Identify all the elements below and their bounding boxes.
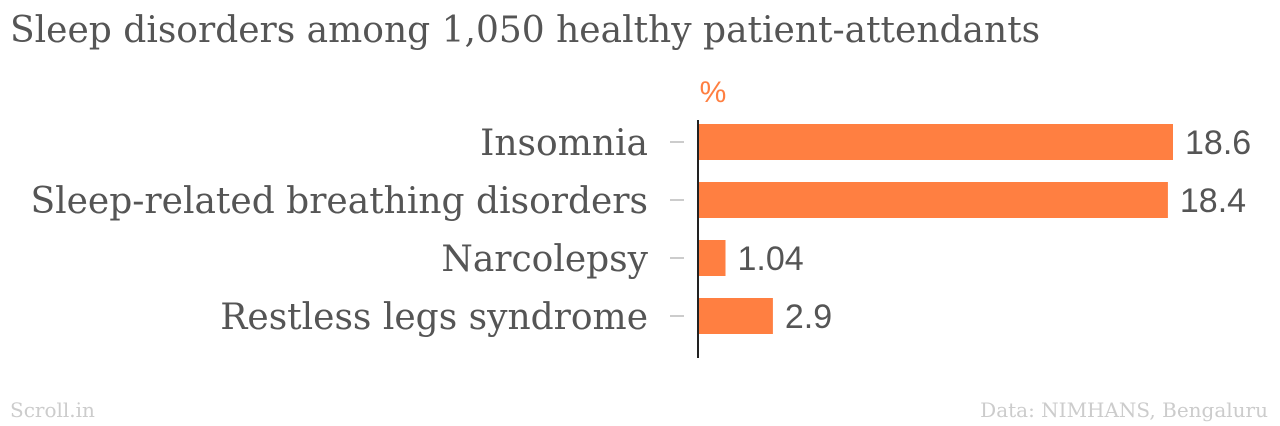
bar — [699, 240, 726, 276]
value-label: 2.9 — [785, 298, 832, 336]
category-label: Sleep-related breathing disorders — [30, 181, 648, 222]
category-label: Narcolepsy — [441, 239, 648, 280]
bar — [699, 182, 1168, 218]
category-label: Restless legs syndrome — [220, 297, 648, 338]
unit-label: % — [700, 76, 727, 109]
source-brand: Scroll.in — [10, 398, 95, 422]
data-source: Data: NIMHANS, Bengaluru — [980, 398, 1268, 422]
category-label: Insomnia — [480, 123, 648, 164]
bar — [699, 298, 773, 334]
bar — [699, 124, 1173, 160]
value-label: 18.4 — [1180, 182, 1246, 220]
chart-title: Sleep disorders among 1,050 healthy pati… — [10, 10, 1041, 51]
value-label: 18.6 — [1185, 124, 1251, 162]
value-label: 1.04 — [738, 240, 804, 278]
